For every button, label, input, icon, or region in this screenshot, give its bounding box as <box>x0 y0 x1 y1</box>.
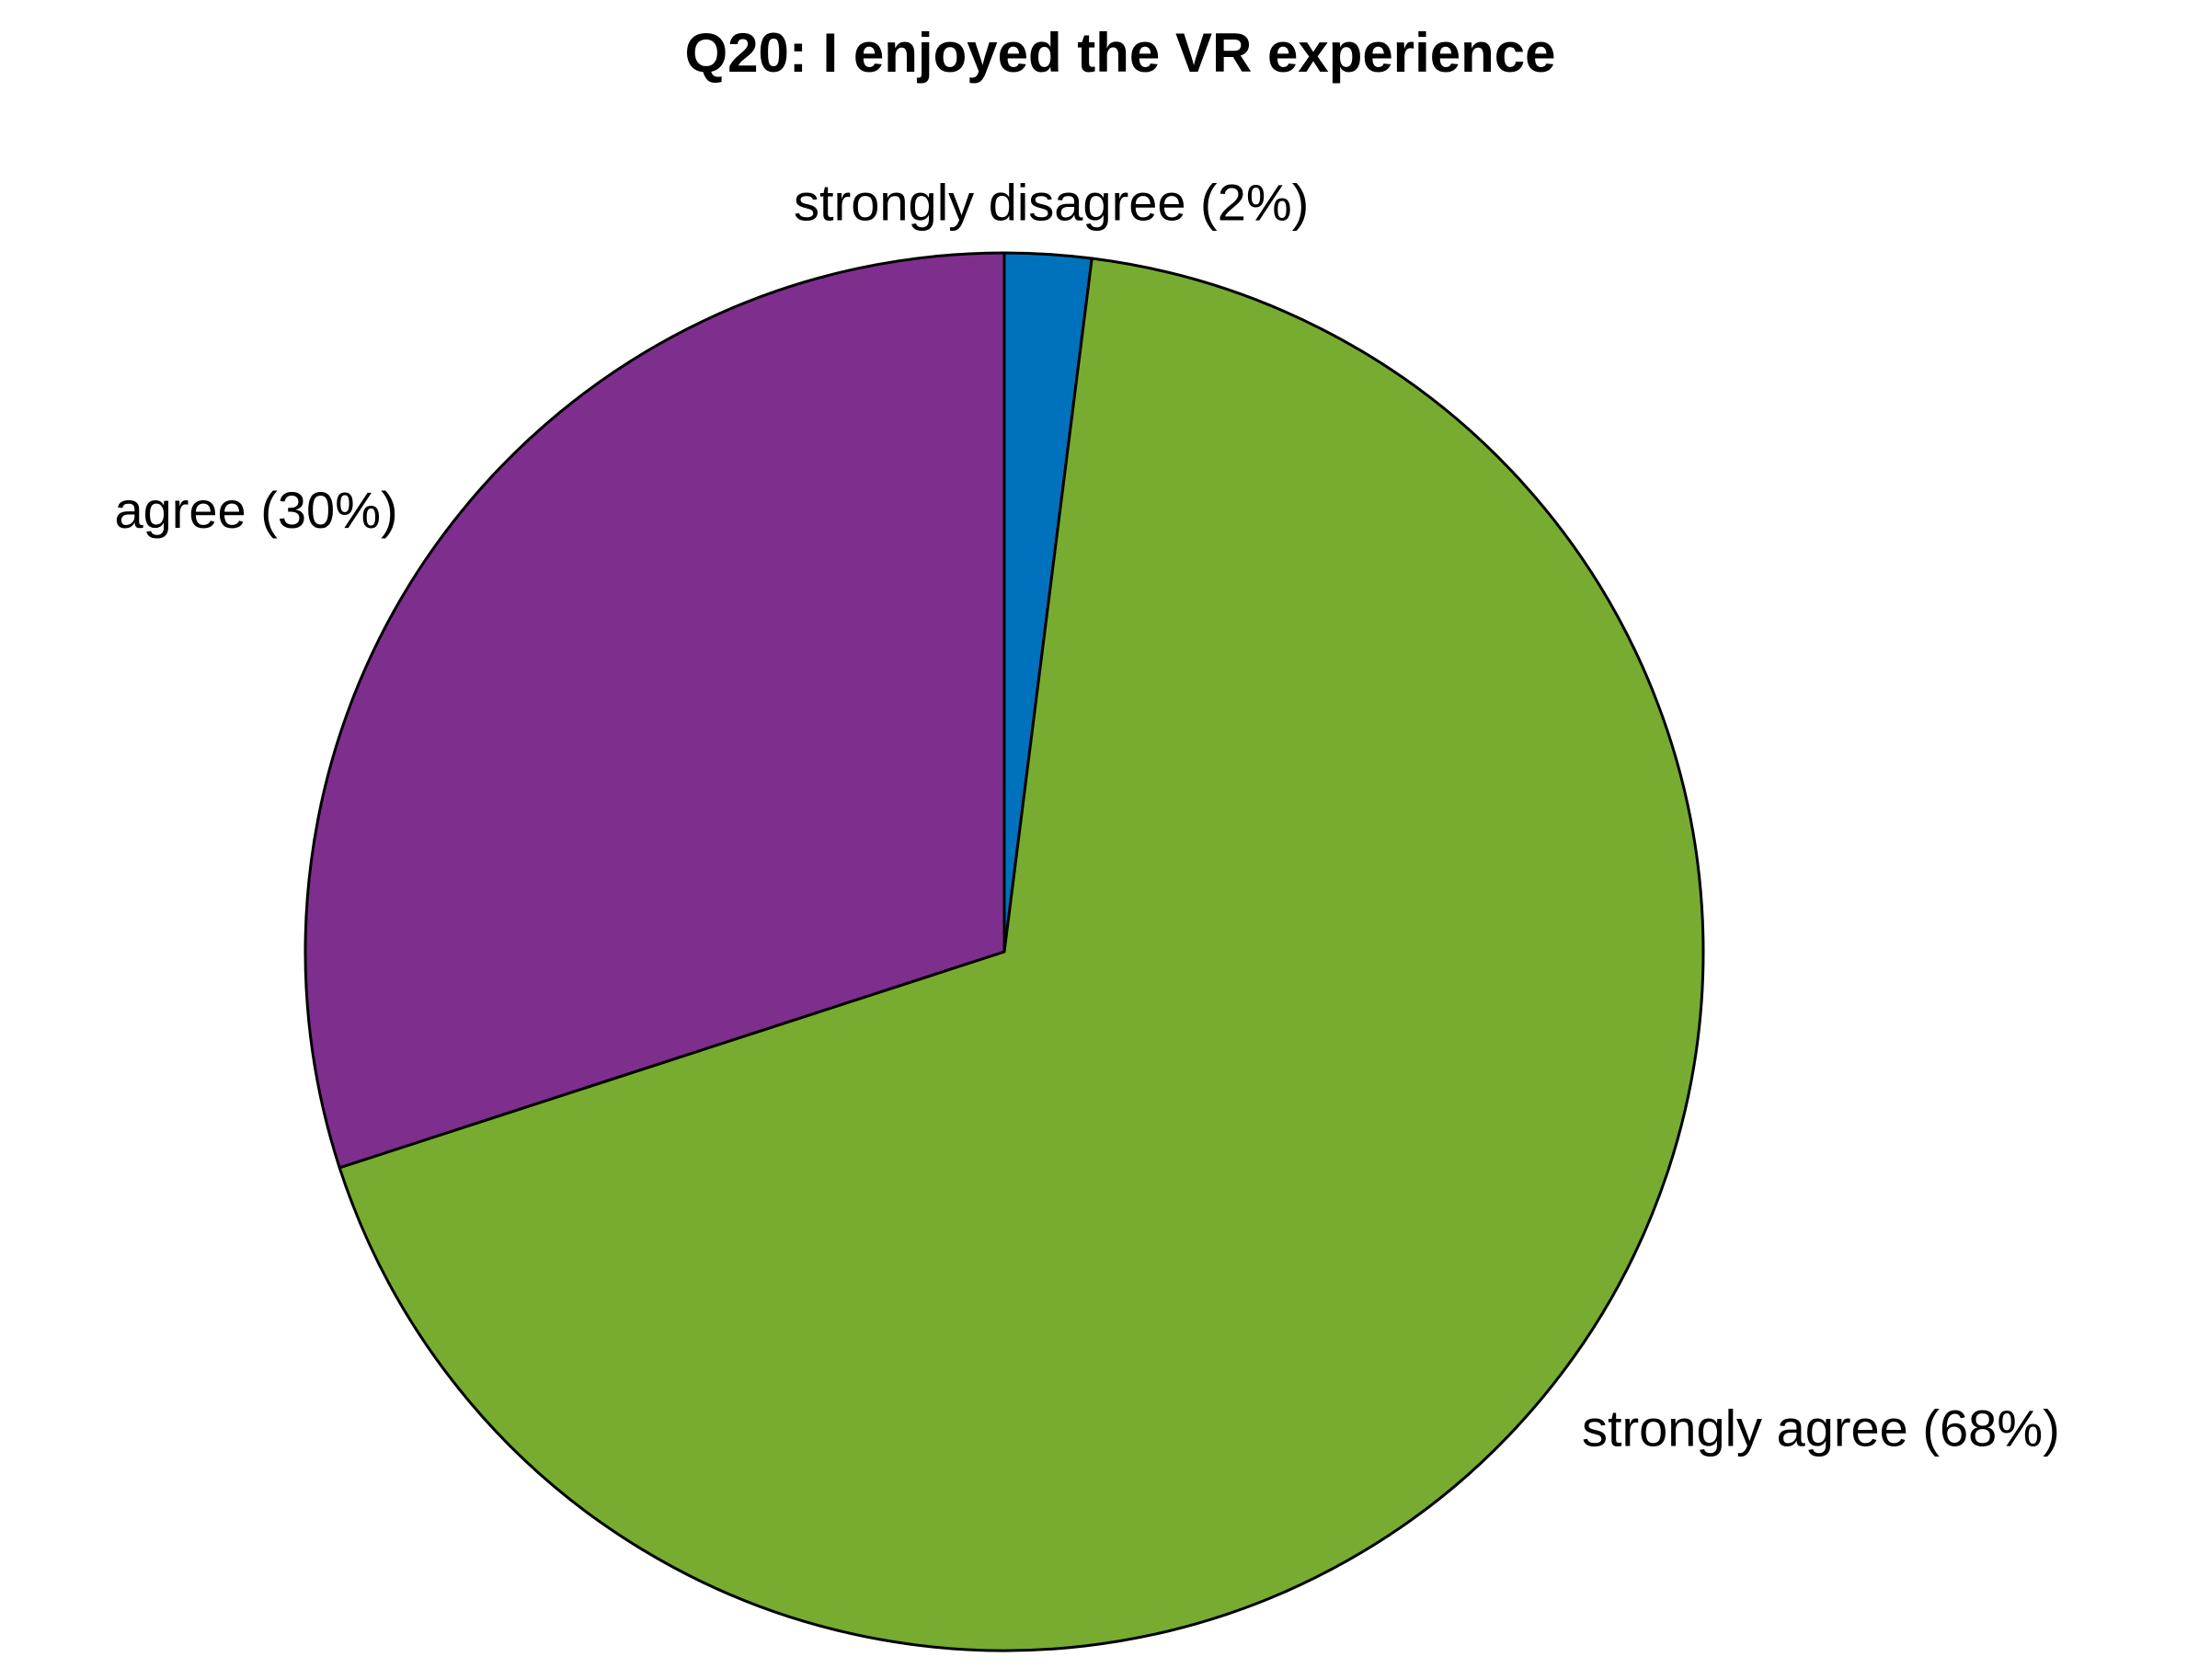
chart-title: Q20: I enjoyed the VR experience <box>684 22 1555 84</box>
slice-label-strongly-disagree: strongly disagree (2%) <box>794 174 1309 232</box>
pie-slices <box>303 251 1705 1652</box>
slice-label-strongly-agree: strongly agree (68%) <box>1582 1400 2060 1457</box>
slice-label-agree: agree (30%) <box>114 481 397 539</box>
pie-slice-agree <box>303 251 1006 1170</box>
slice-labels: strongly disagree (2%) strongly agree (68… <box>114 174 2059 1457</box>
pie-slice-strongly-agree <box>338 257 1705 1652</box>
